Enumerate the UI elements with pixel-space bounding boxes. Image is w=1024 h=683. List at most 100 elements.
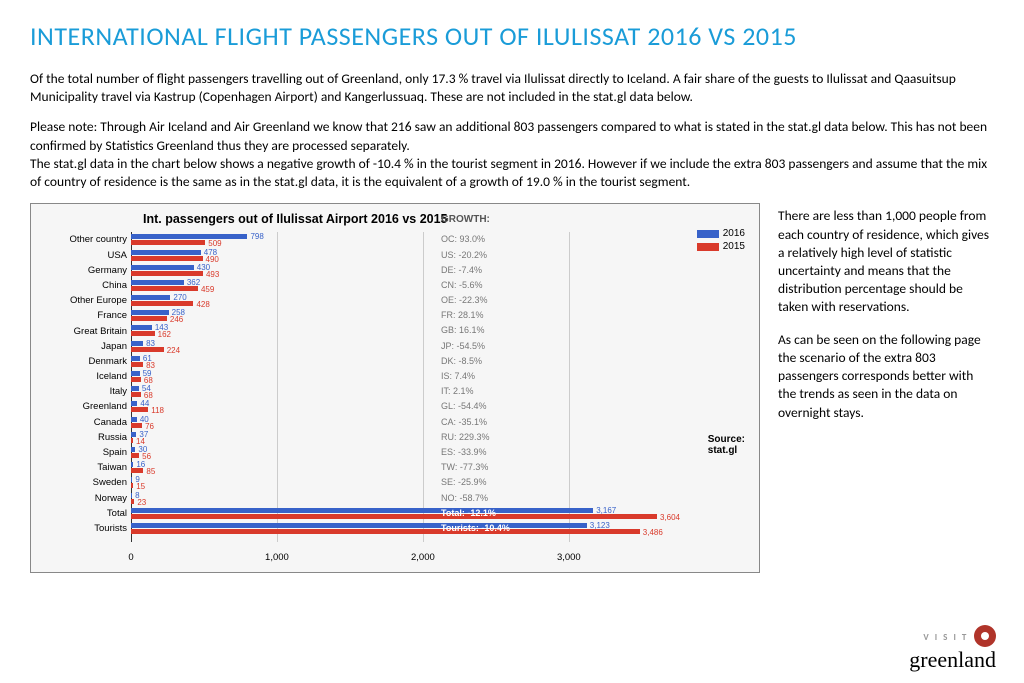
growth-label: GB: 16.1% xyxy=(441,325,485,335)
chart-x-axis: 01,0002,0003,000 xyxy=(131,552,671,566)
chart-row: Total3,1673,604Total: -12.1% xyxy=(131,506,671,521)
growth-label: CN: -5.6% xyxy=(441,280,483,290)
chart-row: Greenland44118GL: -54.4% xyxy=(131,399,671,414)
category-label: Russia xyxy=(57,432,131,443)
x-tick-label: 3,000 xyxy=(557,552,581,563)
growth-label: SE: -25.9% xyxy=(441,477,487,487)
growth-label: JP: -54.5% xyxy=(441,341,485,351)
category-label: China xyxy=(57,280,131,291)
category-label: Denmark xyxy=(57,356,131,367)
category-label: Germany xyxy=(57,265,131,276)
bar-2016 xyxy=(131,250,201,255)
growth-label: CA: -35.1% xyxy=(441,417,487,427)
value-label-2016: 270 xyxy=(173,293,186,302)
bar-2016 xyxy=(131,401,137,406)
bar-2016 xyxy=(131,493,132,498)
chart-row: USA478490US: -20.2% xyxy=(131,248,671,263)
growth-label: OC: 93.0% xyxy=(441,234,485,244)
bar-2016 xyxy=(131,386,139,391)
x-tick-label: 1,000 xyxy=(265,552,289,563)
category-label: Italy xyxy=(57,386,131,397)
category-label: Greenland xyxy=(57,401,131,412)
bar-2016 xyxy=(131,462,133,467)
chart-row: Spain3056ES: -33.9% xyxy=(131,445,671,460)
growth-label: IS: 7.4% xyxy=(441,371,475,381)
bar-2016 xyxy=(131,295,170,300)
bar-2016 xyxy=(131,341,143,346)
value-label-2016: 16 xyxy=(136,460,145,469)
bar-2015 xyxy=(131,271,203,276)
chart-row: Great Britain143162GB: 16.1% xyxy=(131,323,671,338)
chart-row: Canada4076CA: -35.1% xyxy=(131,415,671,430)
category-label: Iceland xyxy=(57,371,131,382)
chart-row: Other Europe270428OE: -22.3% xyxy=(131,293,671,308)
bar-2016 xyxy=(131,234,247,239)
logo-greenland-text: greenland xyxy=(909,647,996,672)
intro-paragraph-1: Of the total number of flight passengers… xyxy=(30,70,994,106)
growth-label: US: -20.2% xyxy=(441,250,487,260)
category-label: Other country xyxy=(57,234,131,245)
growth-label: NO: -58.7% xyxy=(441,493,488,503)
bar-2016 xyxy=(131,371,140,376)
bar-2015 xyxy=(131,331,155,336)
growth-label: TW: -77.3% xyxy=(441,462,488,472)
bar-2016 xyxy=(131,447,135,452)
logo-mark-icon xyxy=(974,625,996,647)
chart-row: Japan83224JP: -54.5% xyxy=(131,339,671,354)
bar-2015 xyxy=(131,377,141,382)
value-label-2016: 44 xyxy=(140,399,149,408)
side-note-1: There are less than 1,000 people from ea… xyxy=(778,207,994,316)
bar-2015 xyxy=(131,514,657,519)
logo-visit-text: V I S I T xyxy=(923,632,968,643)
bar-2015 xyxy=(131,240,205,245)
chart-source: Source: stat.gl xyxy=(708,434,745,456)
bar-2016 xyxy=(131,265,194,270)
chart-row: Italy5468IT: 2.1% xyxy=(131,384,671,399)
category-label: France xyxy=(57,310,131,321)
chart-row: China362459CN: -5.6% xyxy=(131,278,671,293)
x-tick-label: 0 xyxy=(128,552,133,563)
value-label-2016: 3,123 xyxy=(590,521,610,530)
intro-paragraph-2: Please note: Through Air Iceland and Air… xyxy=(30,118,994,191)
bar-2015 xyxy=(131,529,640,534)
side-note-2: As can be seen on the following page the… xyxy=(778,331,994,422)
chart-row: Taiwan1685TW: -77.3% xyxy=(131,460,671,475)
visit-greenland-logo: V I S I T greenland xyxy=(909,625,996,673)
category-label: Total xyxy=(57,508,131,519)
category-label: Tourists xyxy=(57,523,131,534)
bar-2016 xyxy=(131,356,140,361)
chart-row: Denmark6183DK: -8.5% xyxy=(131,354,671,369)
chart-row: Sweden915SE: -25.9% xyxy=(131,475,671,490)
growth-label: Total: -12.1% xyxy=(441,508,496,518)
bar-2015 xyxy=(131,362,143,367)
chart-container: Int. passengers out of Ilulissat Airport… xyxy=(30,203,760,573)
value-label-2016: 362 xyxy=(187,278,200,287)
bar-2015 xyxy=(131,316,167,321)
category-label: Norway xyxy=(57,493,131,504)
category-label: Sweden xyxy=(57,477,131,488)
growth-label: IT: 2.1% xyxy=(441,386,474,396)
category-label: Spain xyxy=(57,447,131,458)
chart-legend: 2016 2015 xyxy=(697,228,745,254)
growth-label: GL: -54.4% xyxy=(441,401,487,411)
bar-2016 xyxy=(131,280,184,285)
category-label: Great Britain xyxy=(57,326,131,337)
legend-label-2015: 2015 xyxy=(723,241,745,252)
value-label-2016: 798 xyxy=(250,232,263,241)
chart-row: Other country798509OC: 93.0% xyxy=(131,232,671,247)
growth-label: DE: -7.4% xyxy=(441,265,482,275)
chart-row: Tourists3,1233,486Tourists: -10.4% xyxy=(131,521,671,536)
growth-label: RU: 229.3% xyxy=(441,432,490,442)
chart-plot-area: Other country798509OC: 93.0%USA478490US:… xyxy=(131,232,671,542)
growth-label: Tourists: -10.4% xyxy=(441,523,510,533)
category-label: Taiwan xyxy=(57,462,131,473)
bar-2015 xyxy=(131,438,133,443)
bar-2016 xyxy=(131,477,132,482)
category-label: Canada xyxy=(57,417,131,428)
category-label: USA xyxy=(57,250,131,261)
growth-label: OE: -22.3% xyxy=(441,295,488,305)
value-label-2015: 3,486 xyxy=(643,528,663,537)
bar-2015 xyxy=(131,392,141,397)
bar-2016 xyxy=(131,508,593,513)
legend-swatch-2015 xyxy=(697,243,719,251)
